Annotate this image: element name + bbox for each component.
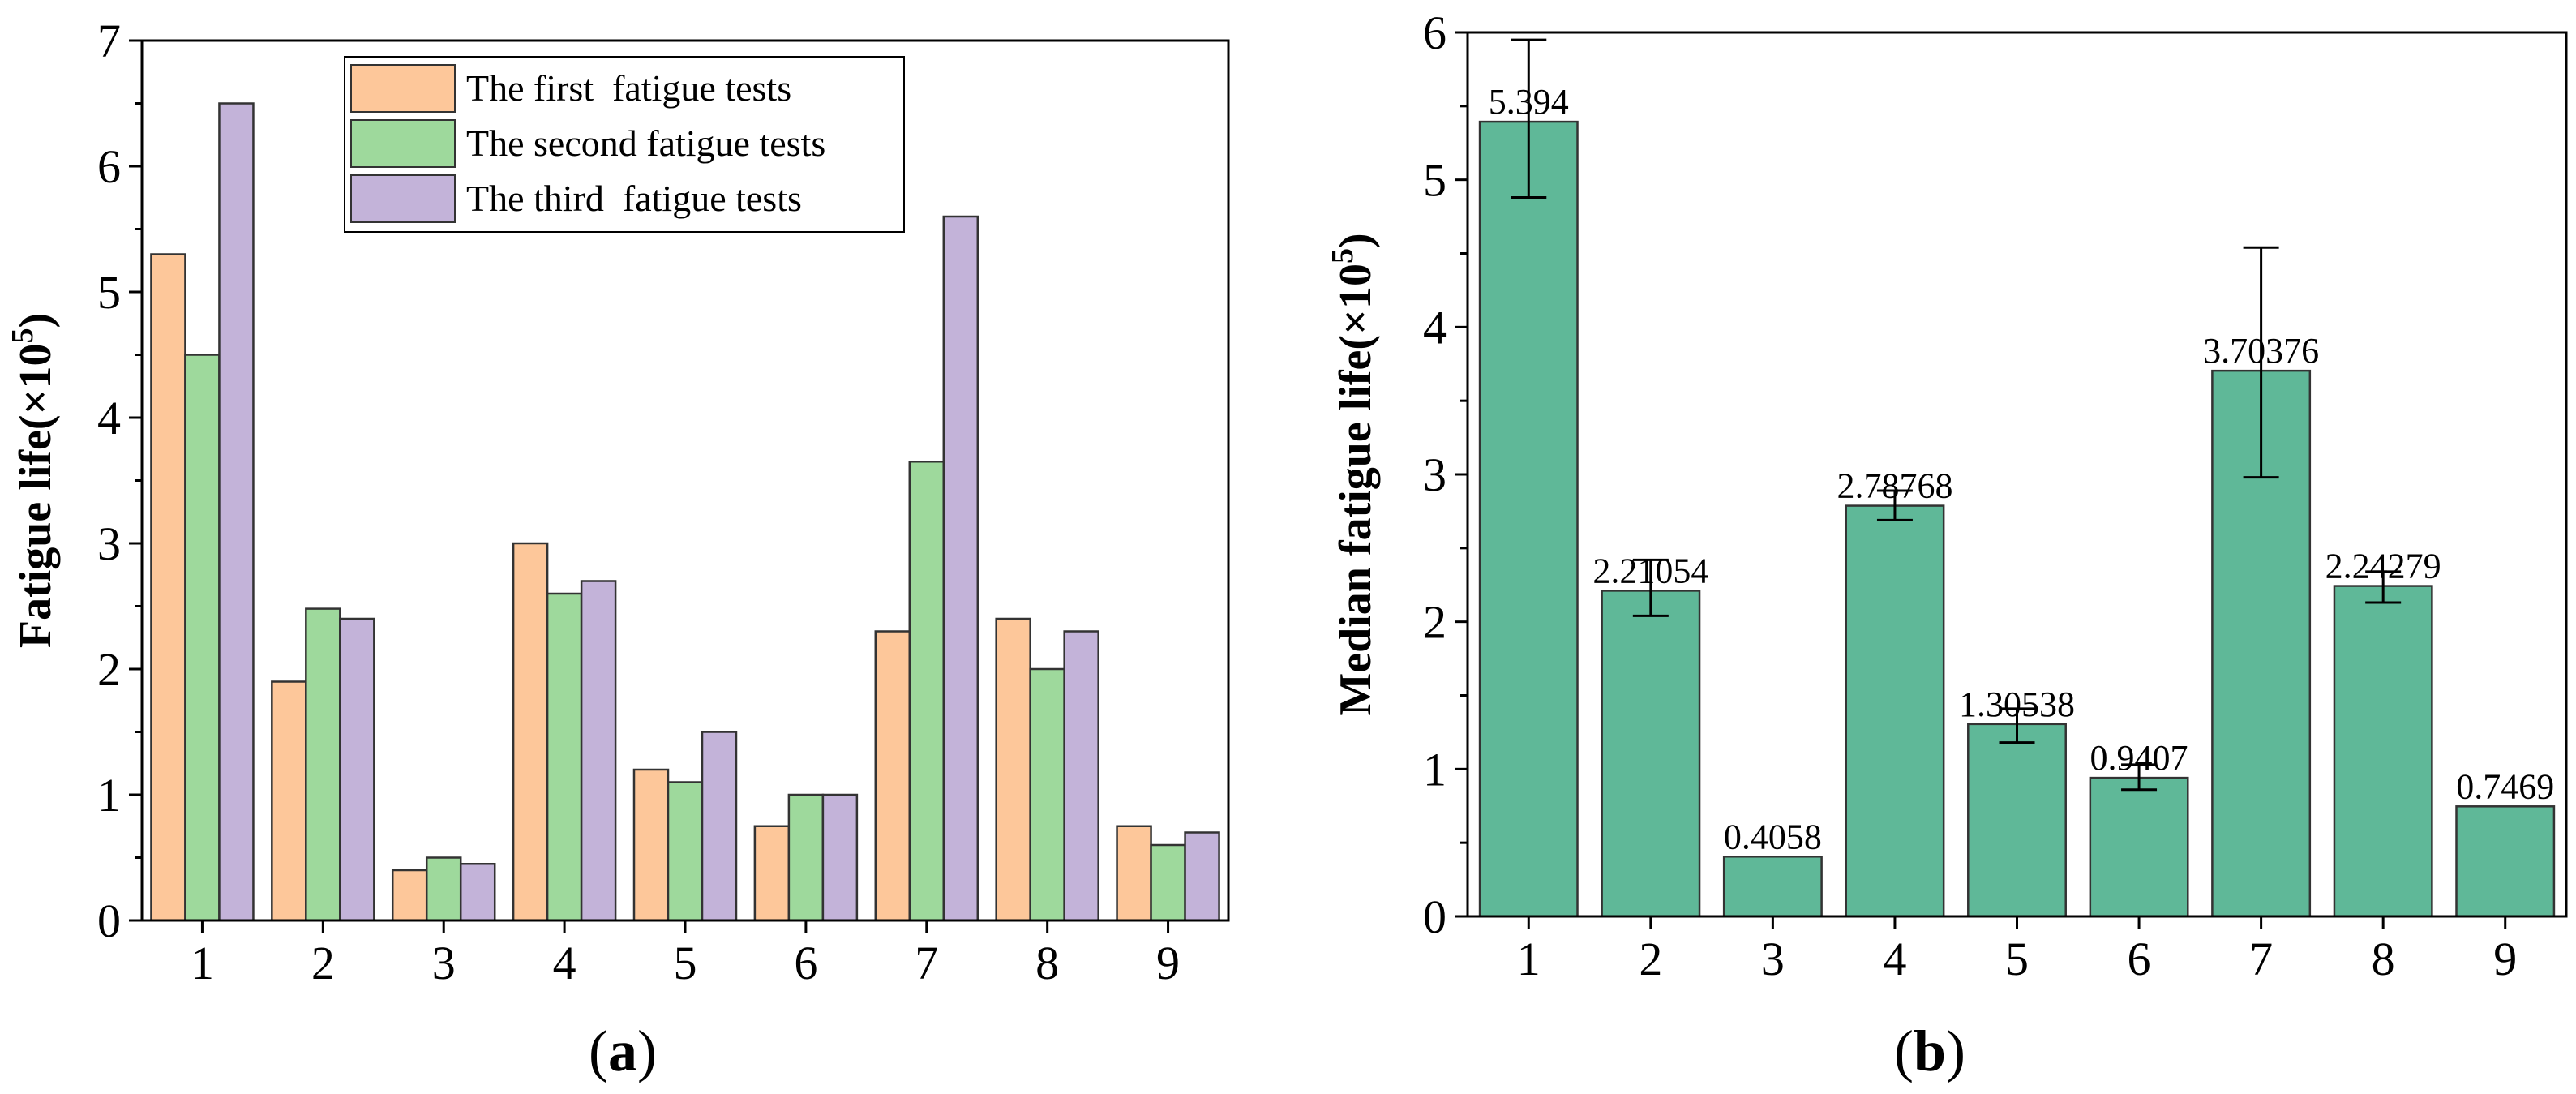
bar-series-1-category-3 bbox=[391, 869, 428, 922]
x-tick-label: 6 bbox=[2128, 933, 2151, 985]
bar-series-3-category-4 bbox=[580, 580, 617, 922]
legend-label: The third fatigue tests bbox=[466, 178, 802, 219]
bar-series-2-category-4 bbox=[546, 592, 583, 922]
bar-series-3-category-6 bbox=[821, 793, 859, 922]
bar-series-2-category-1 bbox=[184, 354, 221, 922]
x-tick-label: 1 bbox=[191, 937, 214, 989]
x-tick-label: 5 bbox=[2005, 933, 2029, 985]
y-tick-label: 5 bbox=[97, 266, 121, 319]
x-tick-label: 6 bbox=[794, 937, 817, 989]
y-tick-label: 5 bbox=[1423, 154, 1447, 207]
value-label: 3.70376 bbox=[2203, 331, 2319, 371]
panel-a-label: (a) bbox=[589, 1019, 657, 1083]
bar-category-5 bbox=[1967, 723, 2067, 918]
bar-series-2-category-7 bbox=[908, 461, 945, 922]
y-tick-label: 6 bbox=[97, 140, 121, 193]
panel-a-legend: The first fatigue tests The second fatigu… bbox=[344, 56, 905, 233]
bar-category-4 bbox=[1845, 504, 1945, 918]
y-tick-label: 2 bbox=[1423, 596, 1447, 649]
y-tick-label: 4 bbox=[97, 392, 121, 444]
bar-series-2-category-6 bbox=[787, 793, 825, 922]
x-tick-label: 9 bbox=[1156, 937, 1180, 989]
bar-category-3 bbox=[1722, 856, 1823, 918]
legend-label: The second fatigue tests bbox=[466, 122, 825, 164]
bar-series-1-category-6 bbox=[753, 825, 791, 922]
y-tick-label: 0 bbox=[97, 895, 121, 947]
y-tick-label: 2 bbox=[97, 643, 121, 696]
panel-a-y-axis-label: Fatigue life(×105) bbox=[6, 313, 61, 648]
y-tick-label: 3 bbox=[1423, 448, 1447, 501]
x-tick-label: 3 bbox=[432, 937, 456, 989]
bar-series-3-category-1 bbox=[218, 102, 255, 922]
value-label: 2.24279 bbox=[2325, 547, 2441, 586]
y-tick-label: 0 bbox=[1423, 890, 1447, 943]
panel-b-y-axis-label: Median fatigue life(×105) bbox=[1326, 233, 1381, 715]
x-tick-label: 5 bbox=[674, 937, 697, 989]
y-tick-label: 1 bbox=[97, 769, 121, 822]
legend-swatch bbox=[350, 174, 456, 223]
bar-series-2-category-9 bbox=[1150, 843, 1186, 922]
bar-series-3-category-2 bbox=[339, 617, 375, 922]
bar-series-1-category-7 bbox=[874, 630, 911, 922]
value-label: 1.30538 bbox=[1959, 684, 2075, 724]
panel-b-plot-frame bbox=[1466, 31, 2568, 918]
value-label: 5.394 bbox=[1489, 82, 1569, 122]
value-label: 2.78768 bbox=[1837, 466, 1952, 506]
x-tick-label: 4 bbox=[553, 937, 576, 989]
bar-category-1 bbox=[1478, 120, 1579, 918]
bar-category-9 bbox=[2455, 805, 2556, 918]
y-tick-label: 3 bbox=[97, 517, 121, 570]
panel-b-chart: 5.394 2.21054 0.4058 2.78768 1.30538 0.9407 3.… bbox=[1326, 6, 2568, 1083]
bar-series-1-category-9 bbox=[1116, 825, 1152, 922]
bar-series-3-category-8 bbox=[1063, 630, 1099, 922]
bar-category-2 bbox=[1601, 590, 1701, 918]
bar-category-8 bbox=[2333, 585, 2433, 918]
x-tick-label: 8 bbox=[1035, 937, 1059, 989]
bar-series-2-category-2 bbox=[305, 607, 341, 922]
bar-series-1-category-2 bbox=[271, 680, 307, 922]
value-label: 0.7469 bbox=[2456, 766, 2554, 806]
x-tick-label: 2 bbox=[1639, 933, 1662, 985]
bar-series-3-category-7 bbox=[942, 215, 979, 922]
panel-b-label: (b) bbox=[1894, 1019, 1965, 1083]
y-tick-label: 7 bbox=[97, 15, 121, 67]
x-tick-label: 8 bbox=[2372, 933, 2395, 985]
y-tick-label: 4 bbox=[1423, 301, 1447, 354]
value-label: 0.4058 bbox=[1724, 817, 1822, 856]
value-label: 2.21054 bbox=[1592, 551, 1708, 590]
bar-series-3-category-5 bbox=[701, 731, 738, 922]
x-tick-label: 2 bbox=[311, 937, 335, 989]
x-tick-label: 3 bbox=[1761, 933, 1785, 985]
bar-series-1-category-4 bbox=[512, 542, 549, 922]
bar-series-1-category-5 bbox=[632, 768, 670, 922]
bar-category-6 bbox=[2089, 776, 2189, 918]
bar-series-3-category-9 bbox=[1184, 831, 1220, 922]
legend-swatch bbox=[350, 64, 456, 113]
bar-series-1-category-8 bbox=[995, 617, 1031, 922]
x-tick-label: 1 bbox=[1517, 933, 1541, 985]
bar-series-3-category-3 bbox=[459, 863, 496, 922]
value-label: 0.9407 bbox=[2090, 738, 2188, 778]
legend-swatch bbox=[350, 119, 456, 168]
bar-series-2-category-8 bbox=[1029, 667, 1065, 922]
legend-label: The first fatigue tests bbox=[466, 67, 791, 109]
bar-series-2-category-5 bbox=[667, 781, 704, 922]
y-tick-label: 1 bbox=[1423, 743, 1447, 796]
x-tick-label: 9 bbox=[2493, 933, 2517, 985]
y-tick-label: 6 bbox=[1423, 6, 1447, 59]
bar-series-1-category-1 bbox=[150, 253, 186, 922]
bar-series-2-category-3 bbox=[425, 856, 462, 922]
x-tick-label: 7 bbox=[2249, 933, 2273, 985]
x-tick-label: 4 bbox=[1883, 933, 1906, 985]
panel-a-plot-frame bbox=[140, 39, 1230, 922]
x-tick-label: 7 bbox=[915, 937, 938, 989]
panel-a-chart: 0 1 2 3 4 5 6 7 1 2 3 4 5 6 7 8 9 Fatigue life(×105) Th… bbox=[6, 15, 1230, 1083]
